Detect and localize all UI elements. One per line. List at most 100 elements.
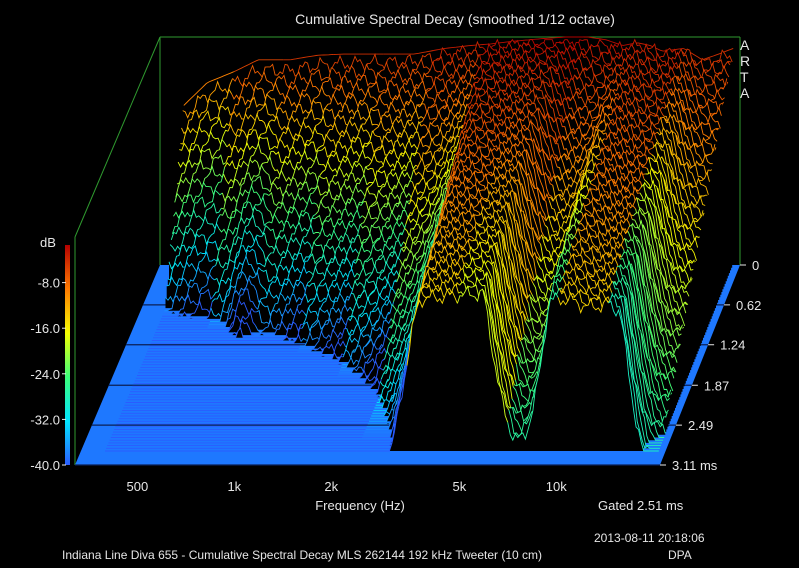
slice-line [209,271,261,323]
slice-line [364,169,416,202]
slice-line [608,300,659,452]
slice-line [604,132,656,152]
slice-line [520,68,572,103]
slice-line [514,264,567,395]
slice-line [538,189,589,277]
slice-line [610,293,661,447]
slice-line [348,269,400,318]
slice-line [295,340,346,358]
slice-line [316,174,368,211]
slice-line [173,173,224,219]
slice-line [211,248,263,303]
slice-line [331,379,382,393]
x-axis-ticks: 500 1k 2k 5k 10k [127,479,568,494]
slice-line [278,99,329,120]
slice-line [600,146,652,167]
slice-line [294,351,345,360]
slice-line [456,285,509,423]
slice-line [233,59,284,73]
slice-line [637,197,689,307]
slice-line [526,51,577,72]
slice-line [641,181,693,285]
slice-line [572,240,623,264]
slice-line [473,227,525,334]
slice-line [257,280,309,317]
slice-line [373,109,424,134]
slice-line [268,175,320,207]
slice-line [261,238,313,273]
slice-line [580,212,632,234]
slice-line [647,168,699,252]
slice-line [307,244,359,284]
slice-line [573,237,625,260]
slice-line [362,180,413,219]
slice-line [356,365,408,452]
slice-line [616,265,668,423]
chart-title: Cumulative Spectral Decay (smoothed 1/12… [295,11,615,27]
slice-line [529,44,581,62]
slice-line [578,50,630,71]
slice-line [406,153,458,227]
slice-line [489,175,540,257]
x-axis-label: Frequency (Hz) [315,498,405,513]
slice-line [328,395,380,398]
slice-line [170,202,222,241]
slice-line [560,280,613,304]
z-axis-label: dB [40,235,56,250]
x-tick-label: 2k [324,479,338,494]
slice-line [333,366,384,387]
slice-line [254,307,305,336]
slice-line [533,36,584,40]
slice-line [167,240,219,281]
slice-line [327,88,379,110]
slice-line [169,214,221,252]
time-tick-label: 1.87 [704,378,729,393]
slice-line [351,247,403,291]
slice-line [628,224,680,355]
slice-line [658,127,709,195]
slice-line [221,155,273,202]
slice-line [369,131,421,164]
slice-line [361,189,412,225]
gate-label: Gated 2.51 ms [598,498,684,513]
slice-line [650,153,702,231]
slice-line [216,205,267,262]
slice-line [588,187,640,208]
slice-line [467,82,519,105]
slice-line [203,327,254,339]
slice-line [415,113,467,168]
slice-line [258,264,310,303]
slice-line [455,122,507,156]
slice-line [514,273,565,405]
brand-letter: A [740,85,750,101]
slice-line [418,104,470,150]
slice-line [463,259,515,386]
slice-line [368,139,420,168]
slice-line [171,189,223,234]
slice-line [415,253,467,327]
slice-line [304,268,355,318]
slice-line [475,218,527,321]
slice-line [505,118,557,179]
slice-line [439,172,491,228]
slice-line [422,91,473,122]
slice-line [253,321,304,339]
slice-line [429,53,481,78]
slice-line [485,188,537,275]
slice-line [219,175,271,220]
slice-line [584,200,635,223]
slice-line [568,252,620,276]
slice-line [472,229,524,344]
slice-line [550,148,601,214]
slice-line [654,139,706,210]
slice-line [469,79,520,106]
slice-line [352,240,404,291]
z-tick-label: -24.0 [30,367,60,382]
slice-line [483,38,534,45]
slice-line [339,326,391,371]
slice-line [411,135,462,198]
slice-line [563,105,615,148]
color-scale-bar [65,245,70,465]
slice-line [250,333,302,344]
